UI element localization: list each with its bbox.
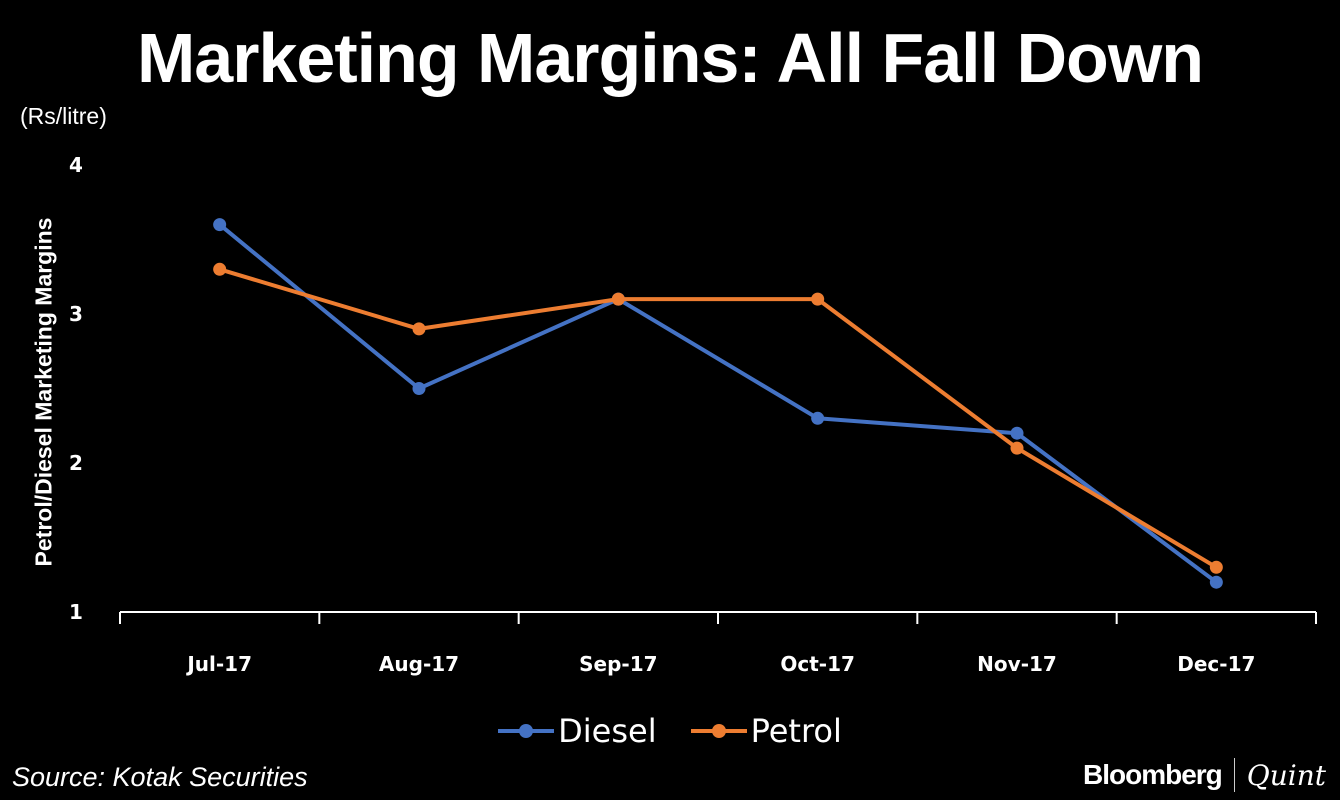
bloomberg-wordmark: Bloomberg — [1082, 759, 1223, 790]
x-tick-label: Jul-17 — [185, 652, 252, 676]
y-tick-label: 4 — [69, 153, 83, 177]
x-tick-label: Oct-17 — [780, 652, 855, 676]
data-point-petrol — [1010, 441, 1024, 455]
x-tick-label: Dec-17 — [1177, 652, 1255, 676]
brand-logo: Bloomberg Quint — [1083, 758, 1326, 792]
source-note: Source: Kotak Securities — [12, 762, 308, 792]
chart-title: Marketing Margins: All Fall Down — [136, 19, 1204, 97]
data-point-petrol — [811, 292, 825, 306]
series-line-diesel — [218, 223, 1218, 584]
x-tick-label: Nov-17 — [977, 652, 1057, 676]
x-tick-label: Aug-17 — [379, 652, 459, 676]
x-tick-label: Sep-17 — [579, 652, 657, 676]
y-tick-label: 3 — [69, 302, 83, 326]
legend-item-diesel: Diesel — [498, 712, 657, 750]
data-point-petrol — [611, 292, 625, 306]
y-tick-label: 1 — [69, 600, 83, 624]
data-point-diesel — [811, 411, 825, 425]
legend-swatch-petrol — [690, 722, 747, 740]
legend: Diesel Petrol — [0, 712, 1340, 750]
legend-label-diesel: Diesel — [558, 712, 657, 750]
series-line-petrol — [219, 267, 1218, 570]
unit-label: (Rs/litre) — [20, 103, 107, 129]
data-point-petrol — [412, 322, 426, 336]
legend-label-petrol: Petrol — [750, 712, 842, 750]
data-point-diesel — [1209, 575, 1223, 589]
data-point-diesel — [412, 382, 426, 395]
legend-item-petrol: Petrol — [690, 712, 842, 750]
y-tick-label: 2 — [69, 451, 83, 475]
quint-wordmark: Quint — [1246, 758, 1326, 792]
data-point-diesel — [213, 218, 227, 232]
brand-divider — [1233, 758, 1235, 792]
data-point-diesel — [1010, 426, 1024, 440]
data-point-petrol — [1209, 560, 1223, 574]
legend-swatch-diesel — [498, 722, 555, 740]
data-point-petrol — [213, 262, 227, 276]
